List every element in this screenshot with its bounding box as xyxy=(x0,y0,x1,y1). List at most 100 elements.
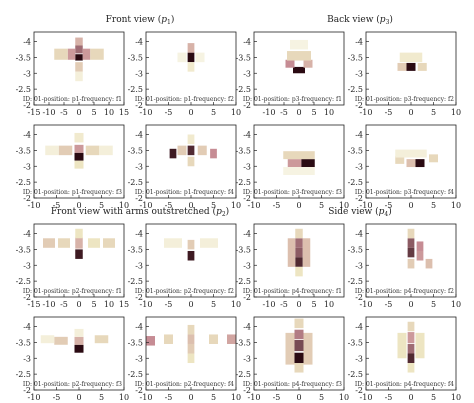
x-tick-label: 5 xyxy=(211,393,216,402)
y-tick-label: -2 xyxy=(23,386,31,395)
heatmap-cell xyxy=(54,336,68,345)
y-tick-label: -3 xyxy=(135,69,143,78)
x-tick-label: 10 xyxy=(231,108,241,117)
x-tick-label: 0 xyxy=(188,393,193,402)
heatmap-cell xyxy=(397,332,407,359)
heatmap-cell xyxy=(294,340,304,352)
panel-caption: ID: 01-position: p2-frequency: f2 xyxy=(135,288,234,295)
y-tick-label: -3.5 xyxy=(348,53,363,62)
heatmap-cell xyxy=(187,43,195,53)
heatmap-cell xyxy=(303,59,313,68)
heatmap-cell xyxy=(200,238,218,248)
heatmap-cell xyxy=(90,48,104,60)
heatmap-cell xyxy=(210,148,217,159)
heatmap-panel: -4 -3.5 -3 -2.5 -2-10 -5 0 5 10 ID: 01-position: … xyxy=(16,124,129,210)
y-tick-label: -4 xyxy=(23,38,31,47)
x-tick-label: -5 xyxy=(60,300,68,309)
panel-caption: ID: 01-position: p1-frequency: f4 xyxy=(135,189,234,196)
heatmap-cell xyxy=(74,132,84,143)
heatmap-cell xyxy=(169,148,177,159)
heatmap-cells xyxy=(164,238,218,261)
heatmap-cell xyxy=(415,159,425,168)
y-tick-label: -3.5 xyxy=(236,146,251,155)
y-tick-label: -4 xyxy=(243,131,251,140)
y-tick-label: -2 xyxy=(355,386,363,395)
heatmap-panel: -4 -3.5 -3 -2.5 -2-10 -5 0 5 10 ID: 01-position: … xyxy=(128,31,241,117)
heatmap-cell xyxy=(164,238,182,248)
y-tick-label: -3 xyxy=(135,261,143,270)
x-tick-label: -15 xyxy=(28,108,41,117)
heatmap-cell xyxy=(75,62,83,72)
heatmap-cell xyxy=(187,334,195,344)
heatmap-cell xyxy=(45,145,59,156)
x-tick-label: 5 xyxy=(319,393,324,402)
y-tick-label: -4 xyxy=(243,230,251,239)
heatmap-cell xyxy=(285,59,295,68)
x-tick-label: 5 xyxy=(431,393,436,402)
heatmap-cells xyxy=(395,149,438,168)
y-tick-label: -3.5 xyxy=(348,146,363,155)
y-tick-label: -3 xyxy=(135,354,143,363)
y-tick-label: -4 xyxy=(243,38,251,47)
panel-caption: ID: 01-position: p1-frequency: f3 xyxy=(23,189,122,196)
x-tick-label: -5 xyxy=(280,300,288,309)
y-tick-label: -2 xyxy=(355,293,363,302)
y-tick-label: -3 xyxy=(355,261,363,270)
x-tick-label: -10 xyxy=(263,300,276,309)
x-tick-label: 0 xyxy=(188,108,193,117)
y-tick-label: -2.5 xyxy=(128,277,143,286)
x-tick-label: 0 xyxy=(408,108,413,117)
x-tick-label: 0 xyxy=(76,393,81,402)
heatmap-panel: -4 -3.5 -3 -2.5 -2-10 -5 0 5 10 ID: 01-position: … xyxy=(128,124,241,210)
heatmap-cell xyxy=(187,324,195,335)
y-tick-label: -4 xyxy=(355,131,363,140)
x-tick-label: -5 xyxy=(165,201,173,210)
heatmap-cell xyxy=(75,249,83,259)
x-tick-label: 5 xyxy=(211,201,216,210)
x-tick-label: -10 xyxy=(43,300,56,309)
y-tick-label: -3 xyxy=(355,69,363,78)
y-tick-label: -3.5 xyxy=(128,146,143,155)
panel-caption: ID: 01-position: p4-frequency: f2 xyxy=(355,288,454,295)
panel-caption: ID: 01-position: p4-frequency: f4 xyxy=(355,381,454,388)
heatmap-cell xyxy=(294,329,304,340)
heatmap-cell xyxy=(399,52,423,63)
x-tick-label: -10 xyxy=(43,108,56,117)
y-tick-label: -4 xyxy=(355,230,363,239)
y-tick-label: -2.5 xyxy=(236,370,251,379)
y-tick-label: -2.5 xyxy=(128,178,143,187)
heatmap-panel: -4 -3.5 -3 -2.5 -2-15 -10 -5 0 5 10 15 ID: 01-posit… xyxy=(16,31,129,117)
x-tick-label: 5 xyxy=(311,108,316,117)
y-tick-label: -3 xyxy=(243,261,251,270)
x-tick-label: -10 xyxy=(140,393,153,402)
heatmap-cell xyxy=(187,239,195,250)
y-tick-label: -2 xyxy=(355,194,363,203)
x-tick-label: 15 xyxy=(119,300,129,309)
x-tick-label: 10 xyxy=(324,108,334,117)
y-tick-label: -3.5 xyxy=(128,53,143,62)
y-tick-label: -2.5 xyxy=(348,85,363,94)
heatmap-cell xyxy=(416,250,424,261)
x-tick-label: -5 xyxy=(385,300,393,309)
heatmap-cell xyxy=(406,159,416,168)
x-tick-label: 0 xyxy=(76,300,81,309)
heatmap-cell xyxy=(407,353,415,364)
y-tick-label: -3 xyxy=(243,354,251,363)
y-tick-label: -2.5 xyxy=(236,178,251,187)
heatmap-cell xyxy=(74,152,84,161)
heatmap-cell xyxy=(425,258,433,269)
x-tick-label: 10 xyxy=(339,201,349,210)
y-tick-label: -2.5 xyxy=(128,85,143,94)
x-tick-label: 0 xyxy=(296,393,301,402)
x-tick-label: -5 xyxy=(273,201,281,210)
heatmap-cell xyxy=(187,145,195,156)
heatmap-panel: -4 -3.5 -3 -2.5 -2-10 -5 0 5 10 ID: 01-position: … xyxy=(348,223,461,309)
heatmap-cell xyxy=(43,238,55,248)
heatmap-cell xyxy=(285,332,295,365)
x-tick-label: 0 xyxy=(188,300,193,309)
y-tick-label: -3.5 xyxy=(128,245,143,254)
x-tick-label: -10 xyxy=(28,393,41,402)
x-tick-label: -5 xyxy=(165,108,173,117)
heatmap-cells xyxy=(43,228,115,259)
